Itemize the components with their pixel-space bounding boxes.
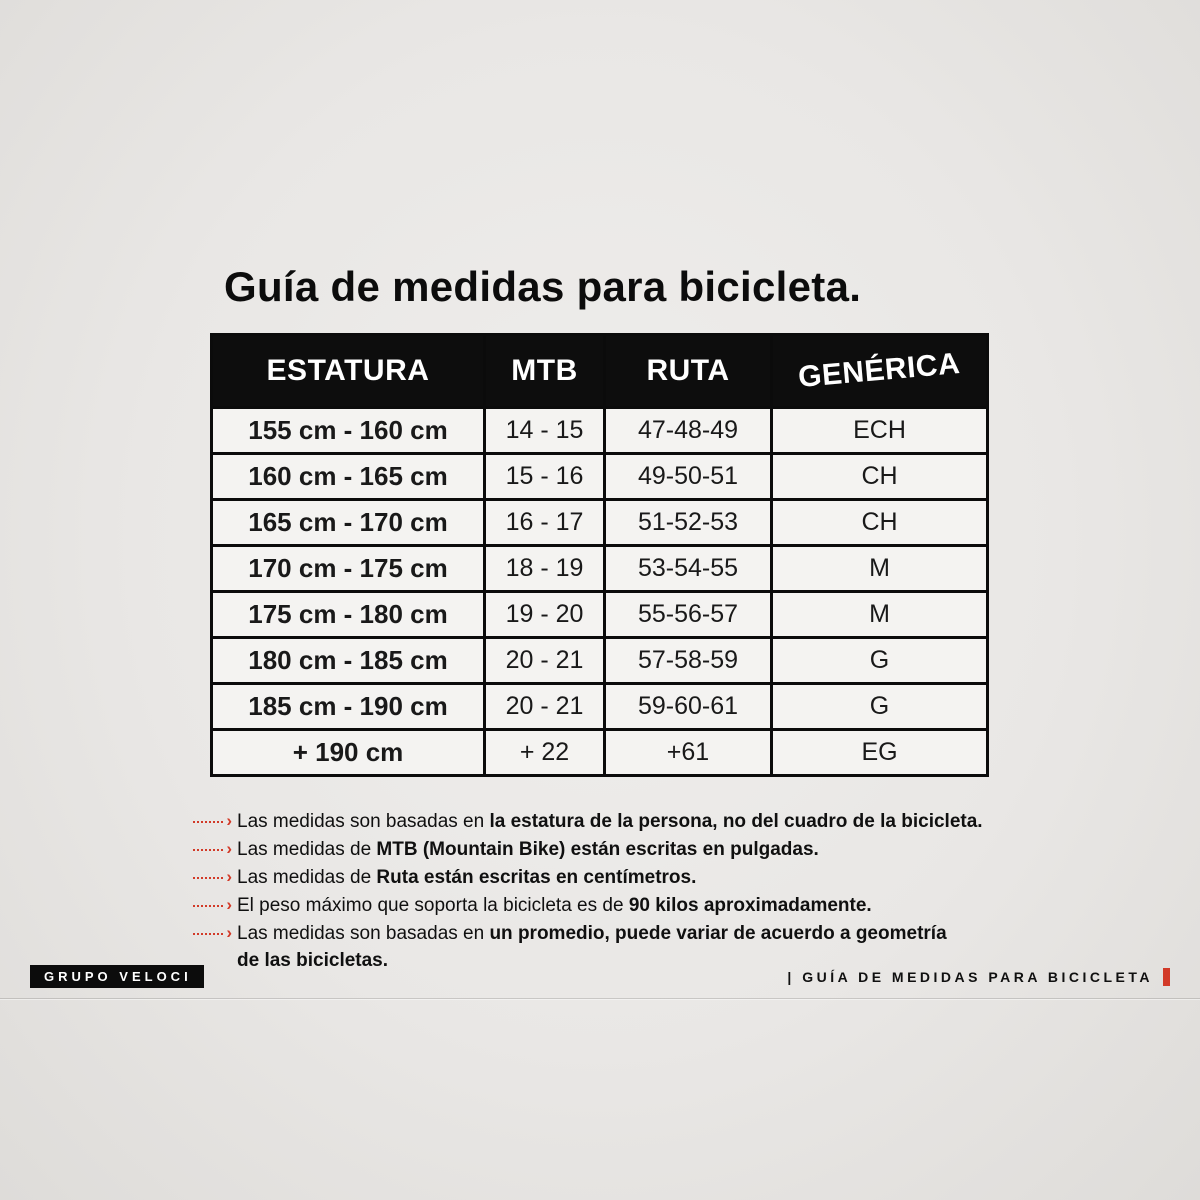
dotted-line	[193, 849, 224, 851]
note-item: › Las medidas son basadas en la estatura…	[193, 808, 1093, 835]
note-bold: de las bicicletas.	[237, 950, 389, 971]
cell-mtb: 18 - 19	[483, 544, 606, 593]
cell-ruta: 47-48-49	[603, 406, 773, 455]
cell-estatura: 180 cm - 185 cm	[210, 636, 486, 685]
note-prefix: Las medidas son basadas en	[237, 811, 490, 832]
cell-mtb: + 22	[483, 728, 606, 777]
cell-estatura: 160 cm - 165 cm	[210, 452, 486, 501]
cell-generica: CH	[770, 452, 989, 501]
note-item: › Las medidas son basadas en un promedio…	[193, 920, 1093, 974]
table-row: 185 cm - 190 cm 20 - 21 59-60-61 G	[210, 682, 989, 731]
red-marker	[1163, 967, 1170, 986]
col-header-mtb: MTB	[483, 333, 606, 409]
col-header-ruta: RUTA	[603, 333, 773, 409]
cell-generica: G	[770, 636, 989, 685]
cell-generica: M	[770, 590, 989, 639]
cell-estatura: 155 cm - 160 cm	[210, 406, 486, 455]
note-prefix: El peso máximo que soporta la bicicleta …	[237, 895, 629, 916]
footer-bar: GRUPO VELOCI | GUÍA DE MEDIDAS PARA BICI…	[0, 965, 1200, 988]
cell-generica: CH	[770, 498, 989, 547]
note-text: Las medidas son basadas en la estatura d…	[237, 808, 983, 835]
cell-ruta: +61	[603, 728, 773, 777]
chevron-icon: ›	[226, 839, 232, 858]
col-header-generica-label: GENÉRICA	[797, 346, 962, 395]
note-prefix: Las medidas de	[237, 867, 377, 888]
arrow-bullet-icon: ›	[193, 867, 237, 886]
note-item: › El peso máximo que soporta la biciclet…	[193, 892, 1093, 919]
note-bold: MTB (Mountain Bike) están escritas en pu…	[376, 839, 819, 860]
dotted-line	[193, 905, 224, 907]
arrow-bullet-icon: ›	[193, 839, 237, 858]
cell-ruta: 51-52-53	[603, 498, 773, 547]
cell-mtb: 16 - 17	[483, 498, 606, 547]
cell-estatura: 165 cm - 170 cm	[210, 498, 486, 547]
note-bold: un promedio, puede variar de acuerdo a g…	[489, 923, 947, 944]
cell-ruta: 49-50-51	[603, 452, 773, 501]
note-prefix: Las medidas de	[237, 839, 377, 860]
dotted-line	[193, 877, 224, 879]
table-row: 180 cm - 185 cm 20 - 21 57-58-59 G	[210, 636, 989, 685]
page-title: Guía de medidas para bicicleta.	[224, 263, 862, 310]
cell-estatura: + 190 cm	[210, 728, 486, 777]
table-row: 160 cm - 165 cm 15 - 16 49-50-51 CH	[210, 452, 989, 501]
notes-list: › Las medidas son basadas en la estatura…	[193, 808, 1093, 974]
footer-caption: | GUÍA DE MEDIDAS PARA BICICLETA	[787, 968, 1153, 985]
arrow-bullet-icon: ›	[193, 923, 237, 942]
table-header: ESTATURA MTB RUTA GENÉRICA	[210, 333, 989, 409]
cell-mtb: 15 - 16	[483, 452, 606, 501]
cell-generica: G	[770, 682, 989, 731]
arrow-bullet-icon: ›	[193, 811, 237, 830]
brand-badge: GRUPO VELOCI	[30, 965, 204, 988]
cell-generica: M	[770, 544, 989, 593]
note-item: › Las medidas de MTB (Mountain Bike) est…	[193, 836, 1093, 863]
dotted-line	[193, 821, 224, 823]
table-body: 155 cm - 160 cm 14 - 15 47-48-49 ECH 160…	[210, 406, 989, 777]
note-bold: 90 kilos aproximadamente.	[628, 895, 872, 916]
chevron-icon: ›	[226, 867, 232, 886]
size-guide-table: ESTATURA MTB RUTA GENÉRICA 155 cm - 160 …	[210, 333, 989, 777]
col-header-estatura: ESTATURA	[210, 333, 486, 409]
cell-mtb: 14 - 15	[483, 406, 606, 455]
cell-ruta: 57-58-59	[603, 636, 773, 685]
note-bold: Ruta están escritas en centímetros.	[376, 867, 697, 888]
chevron-icon: ›	[226, 811, 232, 830]
footer-divider	[0, 998, 1200, 999]
note-item: › Las medidas de Ruta están escritas en …	[193, 864, 1093, 891]
note-text: El peso máximo que soporta la bicicleta …	[237, 892, 872, 919]
table-row: 175 cm - 180 cm 19 - 20 55-56-57 M	[210, 590, 989, 639]
cell-mtb: 20 - 21	[483, 682, 606, 731]
table-row: 170 cm - 175 cm 18 - 19 53-54-55 M	[210, 544, 989, 593]
cell-generica: ECH	[770, 406, 989, 455]
note-text: Las medidas de MTB (Mountain Bike) están…	[237, 836, 819, 863]
arrow-bullet-icon: ›	[193, 895, 237, 914]
table-row: 165 cm - 170 cm 16 - 17 51-52-53 CH	[210, 498, 989, 547]
cell-estatura: 175 cm - 180 cm	[210, 590, 486, 639]
cell-mtb: 19 - 20	[483, 590, 606, 639]
note-prefix: Las medidas son basadas en	[237, 923, 490, 944]
cell-ruta: 59-60-61	[603, 682, 773, 731]
note-bold: la estatura de la persona, no del cuadro…	[489, 811, 983, 832]
dotted-line	[193, 933, 224, 935]
table-row: 155 cm - 160 cm 14 - 15 47-48-49 ECH	[210, 406, 989, 455]
table-row: + 190 cm + 22 +61 EG	[210, 728, 989, 777]
cell-ruta: 55-56-57	[603, 590, 773, 639]
cell-ruta: 53-54-55	[603, 544, 773, 593]
note-text: Las medidas de Ruta están escritas en ce…	[237, 864, 696, 891]
cell-mtb: 20 - 21	[483, 636, 606, 685]
cell-estatura: 185 cm - 190 cm	[210, 682, 486, 731]
chevron-icon: ›	[226, 895, 232, 914]
note-text: Las medidas son basadas en un promedio, …	[237, 920, 947, 974]
cell-generica: EG	[770, 728, 989, 777]
footer-caption-group: | GUÍA DE MEDIDAS PARA BICICLETA	[787, 967, 1170, 986]
table-header-row: ESTATURA MTB RUTA GENÉRICA	[210, 333, 989, 409]
cell-estatura: 170 cm - 175 cm	[210, 544, 486, 593]
chevron-icon: ›	[226, 923, 232, 942]
col-header-generica: GENÉRICA	[770, 333, 989, 409]
